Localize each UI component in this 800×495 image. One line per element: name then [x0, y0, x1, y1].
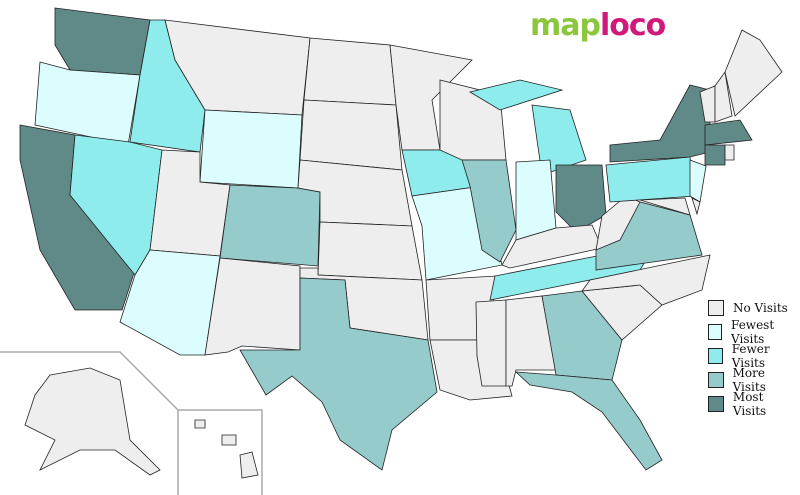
state-ct[interactable]: [704, 144, 726, 166]
state-oh[interactable]: [555, 164, 607, 233]
state-ri[interactable]: [724, 144, 735, 161]
state-shape[interactable]: [54, 7, 151, 76]
state-hi[interactable]: [194, 419, 259, 479]
state-nd[interactable]: [303, 37, 397, 106]
legend-label: Fewest Visits: [731, 318, 775, 346]
state-shape[interactable]: [199, 109, 303, 189]
state-ma[interactable]: [704, 119, 753, 146]
state-shape[interactable]: [204, 257, 301, 356]
state-pa[interactable]: [605, 156, 696, 203]
state-shape[interactable]: [221, 434, 237, 446]
state-shape[interactable]: [24, 367, 161, 476]
state-shape[interactable]: [239, 451, 259, 479]
alaska-inset-border: [0, 351, 179, 495]
state-shape[interactable]: [475, 299, 507, 387]
state-ny[interactable]: [609, 84, 711, 163]
state-shape[interactable]: [704, 144, 726, 166]
state-nh[interactable]: [714, 70, 733, 123]
state-me[interactable]: [724, 29, 783, 117]
legend-item-more: More Visits: [708, 366, 800, 394]
state-nc[interactable]: [581, 254, 711, 306]
legend-item-none: No Visits: [708, 296, 800, 320]
state-shape[interactable]: [714, 70, 733, 123]
state-shape[interactable]: [34, 61, 141, 146]
state-nm[interactable]: [204, 257, 301, 356]
hawaii-inset-border: [178, 409, 263, 495]
state-shape[interactable]: [555, 164, 607, 233]
legend-label: Most Visits: [732, 390, 767, 418]
legend-swatch: [708, 300, 724, 316]
maploco-logo: maploco: [530, 8, 666, 43]
state-sd[interactable]: [299, 99, 403, 171]
state-wy[interactable]: [199, 109, 303, 189]
state-shape[interactable]: [724, 29, 783, 117]
state-shape[interactable]: [581, 254, 711, 306]
state-wa[interactable]: [54, 7, 151, 76]
state-shape[interactable]: [461, 159, 517, 263]
legend-item-fewer: Fewer Visits: [708, 342, 800, 370]
state-md[interactable]: [639, 197, 691, 216]
state-de[interactable]: [691, 197, 701, 216]
legend-label: More Visits: [732, 366, 766, 394]
state-shape[interactable]: [689, 159, 707, 203]
state-shape[interactable]: [501, 224, 603, 269]
state-shape[interactable]: [605, 156, 696, 203]
legend-label: Fewer Visits: [731, 342, 770, 370]
state-fl[interactable]: [514, 371, 663, 471]
legend-item-fewest: Fewest Visits: [708, 318, 800, 346]
state-il[interactable]: [461, 159, 517, 263]
state-shape[interactable]: [691, 197, 701, 216]
state-shape[interactable]: [219, 184, 321, 267]
state-shape[interactable]: [194, 419, 206, 429]
state-ga[interactable]: [541, 290, 623, 381]
state-mi[interactable]: [468, 79, 587, 176]
state-nj[interactable]: [689, 159, 707, 203]
state-ks[interactable]: [317, 221, 423, 281]
state-shape[interactable]: [704, 119, 753, 146]
legend-swatch: [708, 396, 724, 412]
state-shape[interactable]: [515, 159, 557, 241]
state-or[interactable]: [34, 61, 141, 146]
state-tx[interactable]: [239, 277, 438, 471]
state-shape[interactable]: [239, 277, 438, 471]
state-shape[interactable]: [317, 221, 423, 281]
state-shape[interactable]: [468, 79, 564, 111]
state-shape[interactable]: [299, 99, 403, 171]
state-shape[interactable]: [639, 197, 691, 216]
state-ak[interactable]: [24, 367, 161, 476]
legend-swatch: [708, 372, 724, 388]
state-ms[interactable]: [475, 299, 507, 387]
state-in[interactable]: [515, 159, 557, 241]
state-shape[interactable]: [531, 104, 587, 176]
state-co[interactable]: [219, 184, 321, 267]
state-ky[interactable]: [501, 224, 603, 269]
legend-swatch: [708, 324, 723, 340]
legend: No Visits Fewest Visits Fewer Visits More V…: [708, 296, 800, 418]
state-shape[interactable]: [514, 371, 663, 471]
state-shape[interactable]: [541, 290, 623, 381]
legend-item-most: Most Visits: [708, 390, 800, 418]
state-shape[interactable]: [609, 84, 711, 163]
legend-swatch: [708, 348, 723, 364]
state-shape[interactable]: [724, 144, 735, 161]
legend-label: No Visits: [733, 301, 788, 315]
state-shape[interactable]: [303, 37, 397, 106]
